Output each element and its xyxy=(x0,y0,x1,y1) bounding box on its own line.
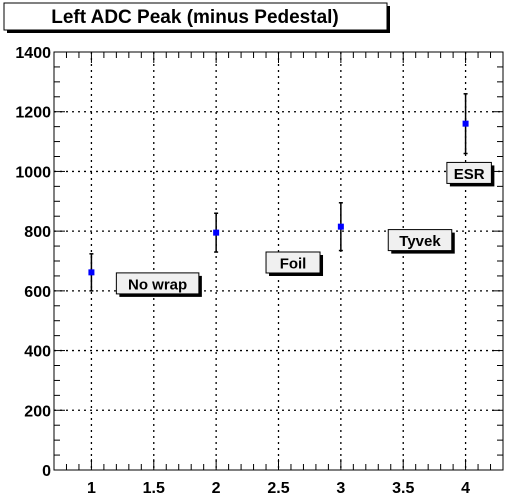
y-tick-label: 1400 xyxy=(15,45,51,62)
y-tick-label: 400 xyxy=(24,344,51,361)
chart-title: Left ADC Peak (minus Pedestal) xyxy=(51,7,339,28)
label-box xyxy=(446,161,492,184)
label-box xyxy=(265,251,321,274)
annotation-labels: No wrap Foil Tyvek ESR xyxy=(115,161,495,297)
x-tick-label: 3.5 xyxy=(392,480,414,497)
annotation-label: Foil xyxy=(280,255,307,272)
title-box-frame xyxy=(3,2,388,31)
annotation-label: ESR xyxy=(454,166,485,183)
x-tick-label: 2.5 xyxy=(267,480,289,497)
label-box xyxy=(115,272,200,295)
x-tick-label: 3 xyxy=(336,480,345,497)
data-point xyxy=(462,120,469,127)
chart-title-box: Left ADC Peak (minus Pedestal) xyxy=(3,2,390,33)
y-axis: 0 200 400 600 800 1000 1200 1400 xyxy=(15,45,503,480)
x-tick-label: 1 xyxy=(87,480,96,497)
data-points xyxy=(88,93,469,292)
y-tick-label: 1000 xyxy=(15,164,51,181)
y-tick-label: 200 xyxy=(24,403,51,420)
y-tick-label: 0 xyxy=(42,463,51,480)
data-point xyxy=(213,229,220,236)
x-tick-label: 2 xyxy=(212,480,221,497)
x-axis: 1 1.5 2 2.5 3 3.5 4 xyxy=(53,52,504,497)
annotation-label: Tyvek xyxy=(399,233,441,250)
data-point xyxy=(337,223,344,230)
y-tick-label: 600 xyxy=(24,284,51,301)
y-tick-label: 800 xyxy=(24,224,51,241)
x-tick-label: 1.5 xyxy=(143,480,165,497)
data-point xyxy=(88,269,95,276)
annotation-label: No wrap xyxy=(128,276,187,293)
y-tick-label: 1200 xyxy=(15,105,51,122)
x-tick-label: 4 xyxy=(461,480,470,497)
label-box xyxy=(387,229,453,252)
grid xyxy=(54,52,503,470)
